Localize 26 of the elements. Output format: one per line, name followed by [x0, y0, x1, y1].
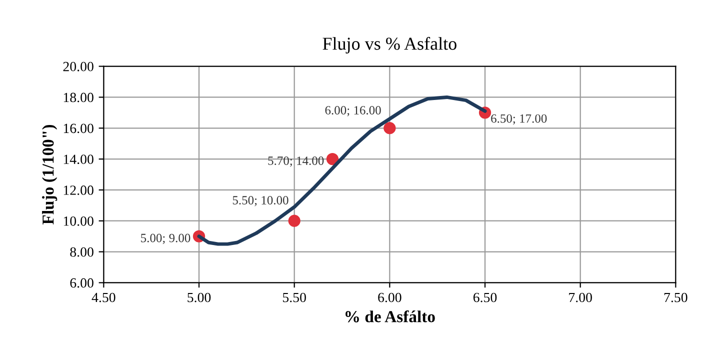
data-label: 5.00; 9.00	[141, 234, 190, 244]
y-tick-label: 20.00	[63, 62, 94, 72]
data-label: 6.50; 17.00	[491, 114, 547, 125]
x-tick-label: 7.00	[569, 292, 592, 302]
y-tick-label: 14.00	[64, 154, 94, 164]
x-tick-label: 7.50	[664, 292, 688, 302]
data-label: 6.00; 16.00	[325, 106, 381, 116]
y-tick-label: 12.00	[64, 186, 94, 195]
y-tick-label: 6.00	[70, 278, 94, 288]
y-tick-label: 16.00	[64, 124, 94, 134]
data-label: 5.50; 10.00	[232, 196, 288, 206]
y-axis-title: Flujo (1/100")	[42, 125, 58, 224]
x-tick-label: 6.50	[473, 292, 497, 302]
x-tick-label: 6.00	[378, 292, 402, 302]
y-tick-label: 8.00	[70, 247, 94, 257]
chart-title: Flujo vs % Asfalto	[322, 36, 456, 54]
x-tick-label: 5.50	[282, 292, 306, 302]
y-tick-label: 18.00	[64, 92, 94, 102]
point	[288, 214, 300, 227]
x-tick-label: 5.00	[188, 292, 211, 302]
data-label: 5.70; 14.00	[268, 156, 324, 167]
point	[384, 122, 396, 134]
x-tick-label: 4.50	[92, 292, 116, 302]
x-axis-title: % de Asfálto	[346, 310, 435, 322]
y-tick-label: 10.00	[64, 216, 94, 226]
point	[326, 152, 339, 166]
